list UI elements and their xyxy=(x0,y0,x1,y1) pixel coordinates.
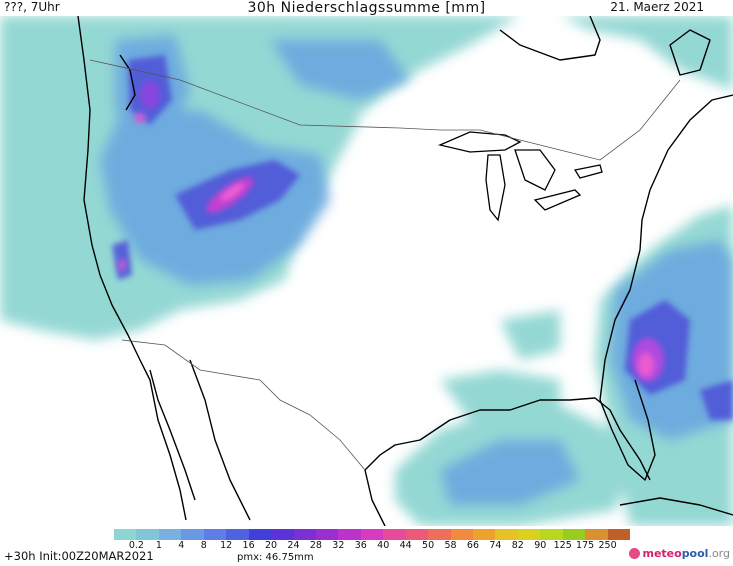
legend-tick-label: 12 xyxy=(220,540,233,551)
legend-swatch xyxy=(405,529,429,540)
precip-area-gulf-moderate xyxy=(440,440,580,505)
color-legend xyxy=(114,529,631,540)
precipitation-map xyxy=(0,16,733,526)
legend-swatch xyxy=(136,529,159,540)
precip-area-northeast xyxy=(560,16,733,90)
legend-tick-label: 44 xyxy=(399,540,412,551)
legend-tick-label: 20 xyxy=(264,540,278,551)
legend-ticks: 0.2 1 4 8 12 16 20 24 28 32 36 40 44 50 58 66 74 82 90 125 1… xyxy=(114,540,630,552)
legend-swatch xyxy=(517,529,541,540)
legend-swatch xyxy=(315,529,339,540)
legend-swatch xyxy=(450,529,473,540)
precip-area-southeast xyxy=(440,370,560,420)
coastline-atlantic xyxy=(599,94,733,401)
legend-tick-label: 0.2 xyxy=(128,540,144,551)
great-lakes xyxy=(437,131,603,222)
legend-tick-label: 1 xyxy=(155,540,162,551)
legend-tick-label: 8 xyxy=(200,540,207,551)
lake-huron xyxy=(514,149,556,191)
legend-tick-label: 58 xyxy=(444,540,457,551)
border-us-canada xyxy=(89,59,681,161)
coastline-mexico-west xyxy=(189,359,251,521)
legend-tick-label: 82 xyxy=(511,540,524,551)
map-title: 30h Niederschlagssumme [mm] xyxy=(247,0,486,16)
coastline-pnw-islands xyxy=(119,54,136,111)
logo-icon xyxy=(629,548,641,559)
coastline-florida xyxy=(599,379,656,481)
legend-swatch xyxy=(540,529,563,540)
precip-max-idaho-center xyxy=(220,183,244,201)
legend-swatch xyxy=(248,529,272,540)
coastlines xyxy=(77,16,733,526)
legend-tick-label: 28 xyxy=(309,540,322,551)
coastline-pacific xyxy=(77,16,187,521)
coastline-mexico-east xyxy=(364,469,386,526)
legend-tick-label: 24 xyxy=(287,540,300,551)
legend-swatch xyxy=(383,529,406,540)
valid-date: 21. Maerz 2021 xyxy=(610,0,704,14)
legend-tick-label: 40 xyxy=(377,540,390,551)
legend-swatch xyxy=(338,529,361,540)
legend-swatch xyxy=(271,529,294,540)
legend-swatch xyxy=(114,529,137,540)
legend-swatch xyxy=(226,529,249,540)
legend-swatch xyxy=(562,529,586,540)
borders xyxy=(89,59,681,471)
precip-area-texas xyxy=(500,310,560,360)
legend-swatch xyxy=(203,529,227,540)
legend-swatch xyxy=(293,529,316,540)
init-time: +30h Init:00Z20MAR2021 xyxy=(4,549,154,563)
legend-swatch xyxy=(585,529,608,540)
legend-swatch xyxy=(495,529,518,540)
legend-tick-label: 175 xyxy=(576,540,595,551)
legend-tick-label: 66 xyxy=(466,540,479,551)
legend-tick-label: 36 xyxy=(354,540,367,551)
legend-tick-label: 4 xyxy=(178,540,185,551)
coastline-baja xyxy=(149,369,196,501)
coastline-gulf xyxy=(364,397,651,481)
precip-max-oregon xyxy=(134,113,146,123)
legend-swatch xyxy=(473,529,496,540)
border-us-mexico xyxy=(121,339,366,471)
legend-swatch xyxy=(428,529,451,540)
legend-tick-label: 16 xyxy=(242,540,255,551)
meteopool-logo[interactable]: meteopool.org xyxy=(629,547,730,560)
legend-tick-label: 125 xyxy=(553,540,572,551)
precip-max-washington xyxy=(140,81,160,109)
precip-peak-cores xyxy=(118,81,664,382)
legend-tick-label: 50 xyxy=(422,540,435,551)
coastline-hudson xyxy=(499,16,601,61)
legend-tick-label: 90 xyxy=(534,540,547,551)
precip-max-carolinas-center xyxy=(638,353,654,377)
max-precip: pmx: 46.75mm xyxy=(237,552,314,563)
legend-swatch xyxy=(360,529,384,540)
legend-tick-label: 32 xyxy=(332,540,345,551)
run-time-label: ???, 7Uhr xyxy=(4,0,60,14)
legend-swatch xyxy=(158,529,182,540)
coastline-newfoundland xyxy=(669,29,711,76)
lake-ontario xyxy=(573,164,603,179)
precip-core-bahamas xyxy=(700,380,733,420)
legend-tick-label: 74 xyxy=(489,540,502,551)
legend-swatch xyxy=(181,529,204,540)
precip-max-sierra xyxy=(118,259,126,271)
precip-area-canada-moderate xyxy=(270,40,410,100)
legend-tick-label: 250 xyxy=(598,540,617,551)
coastline-cuba xyxy=(619,497,733,516)
legend-swatch xyxy=(607,529,631,540)
lake-erie xyxy=(533,189,582,211)
lake-superior xyxy=(437,131,522,153)
lake-michigan xyxy=(485,154,506,222)
